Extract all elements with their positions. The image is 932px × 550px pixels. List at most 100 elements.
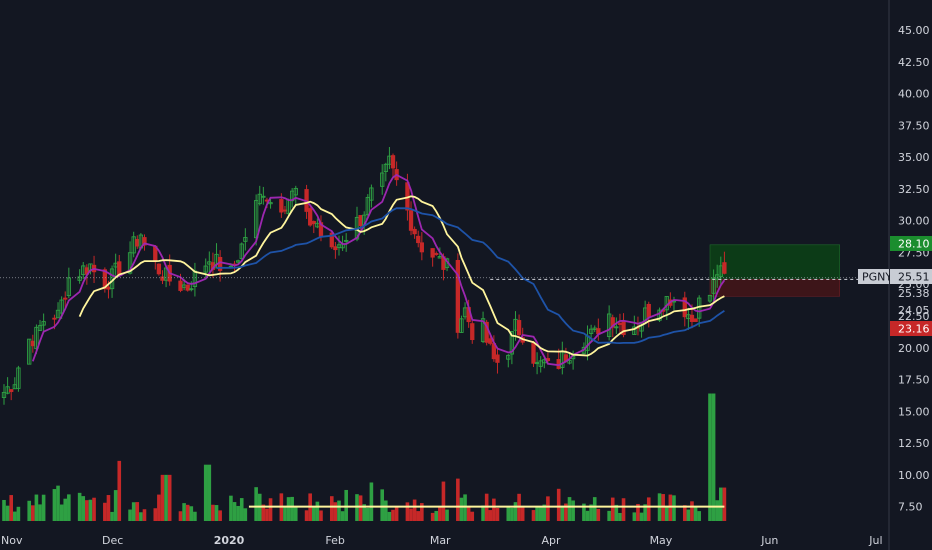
volume-bar: [585, 510, 590, 521]
volume-bar: [214, 505, 219, 521]
candle-body: [610, 317, 615, 328]
volume-bar: [682, 505, 687, 521]
candle-body: [257, 193, 262, 205]
volume-bar: [153, 508, 158, 521]
price-level-lines: [0, 277, 889, 280]
volume-bar: [632, 512, 637, 521]
volume-bar: [646, 497, 651, 521]
volume-bar: [409, 508, 413, 521]
volume-bar: [236, 505, 240, 521]
candle-body: [459, 318, 464, 333]
volume-bar: [193, 511, 197, 521]
volume-bar: [344, 489, 348, 521]
volume-bar: [434, 510, 439, 521]
price-tick-label: 10.00: [898, 469, 930, 482]
volume-bar: [610, 497, 615, 521]
entry-tag: 25.38: [898, 287, 930, 300]
candle-body: [419, 242, 424, 253]
volume-bar: [333, 502, 338, 521]
volume-bar: [513, 502, 518, 521]
volume-bar: [639, 512, 644, 521]
volume-bar: [232, 502, 237, 521]
volume-bar: [711, 393, 716, 521]
moving-averages: [31, 173, 726, 508]
candle-body: [156, 263, 162, 275]
time-tick-label: Feb: [325, 534, 344, 547]
candle-body: [189, 288, 194, 291]
price-axis[interactable]: 45.0042.5040.0037.5035.0032.5030.0027.50…: [898, 24, 930, 514]
time-tick-label: 2020: [214, 534, 245, 547]
candle-body: [203, 265, 208, 273]
volume-bar: [218, 510, 222, 521]
candle-body: [531, 342, 536, 364]
volume-bar: [110, 511, 114, 521]
volume-bar: [106, 495, 111, 521]
target-tag-bg: [890, 236, 932, 251]
time-tick-label: Mar: [430, 534, 451, 547]
price-tick-label: 7.50: [898, 501, 923, 514]
volume-bar: [643, 504, 647, 521]
candle-body: [365, 196, 370, 216]
volume-bar: [261, 504, 266, 521]
volume-bar: [41, 494, 46, 521]
volume-bar: [131, 502, 136, 521]
volume-bar: [283, 505, 287, 521]
last-price-tag-bg: [890, 269, 932, 284]
volume-bar: [243, 508, 248, 521]
volume-bar: [16, 506, 21, 521]
candle-body: [127, 252, 133, 274]
volume-bar: [135, 502, 140, 521]
candle-body: [412, 228, 417, 235]
candle-body: [102, 269, 108, 290]
candle-body: [588, 328, 594, 334]
volume-bar: [167, 474, 172, 521]
volume-bar: [715, 500, 719, 521]
candle-body: [178, 280, 183, 291]
volume-bar: [185, 504, 190, 521]
volume-bar: [27, 500, 32, 521]
position-zones: [709, 244, 840, 297]
candle-body: [308, 208, 313, 226]
volume-bar: [614, 504, 619, 521]
candle-body: [253, 200, 259, 239]
volume-bar: [621, 498, 626, 521]
volume-bar: [203, 464, 208, 521]
volume-bar: [596, 508, 601, 521]
candle-body: [279, 199, 284, 213]
volume-bar: [319, 510, 323, 521]
target-zone: [709, 244, 840, 280]
volume-bar: [293, 507, 298, 521]
candle-body: [707, 294, 713, 302]
volume-bar: [9, 495, 14, 521]
volume-bar: [538, 506, 543, 521]
candle-body: [567, 360, 572, 364]
price-tick-label: 32.50: [898, 183, 930, 196]
candle-body: [41, 321, 46, 326]
candle-body: [293, 187, 298, 196]
candle-body: [282, 209, 288, 212]
volume-bar: [31, 505, 35, 521]
volume-bar: [430, 512, 435, 521]
candle-body: [106, 286, 111, 290]
volume-bar: [2, 499, 6, 521]
candle-body: [380, 172, 385, 187]
volume-bar: [311, 506, 316, 521]
volume-bar: [520, 505, 525, 521]
volume-bar: [286, 497, 291, 521]
volume-bar: [211, 504, 215, 521]
volume-bar: [13, 511, 17, 521]
candle-body: [358, 215, 363, 227]
candle-body: [344, 239, 349, 242]
volume-bar: [420, 503, 424, 521]
volume-bar: [693, 505, 698, 521]
volume-bar: [495, 507, 500, 521]
sma-long-line: [216, 207, 725, 345]
volume-bar: [445, 509, 449, 521]
candle-body: [408, 210, 414, 231]
candle-body: [509, 331, 515, 355]
target-tag: 28.10: [898, 238, 930, 251]
time-axis[interactable]: Nov Dec 2020 Feb Mar Apr May Jun Jul: [1, 534, 883, 547]
candle-body: [621, 321, 626, 336]
volume-bar: [160, 474, 165, 521]
